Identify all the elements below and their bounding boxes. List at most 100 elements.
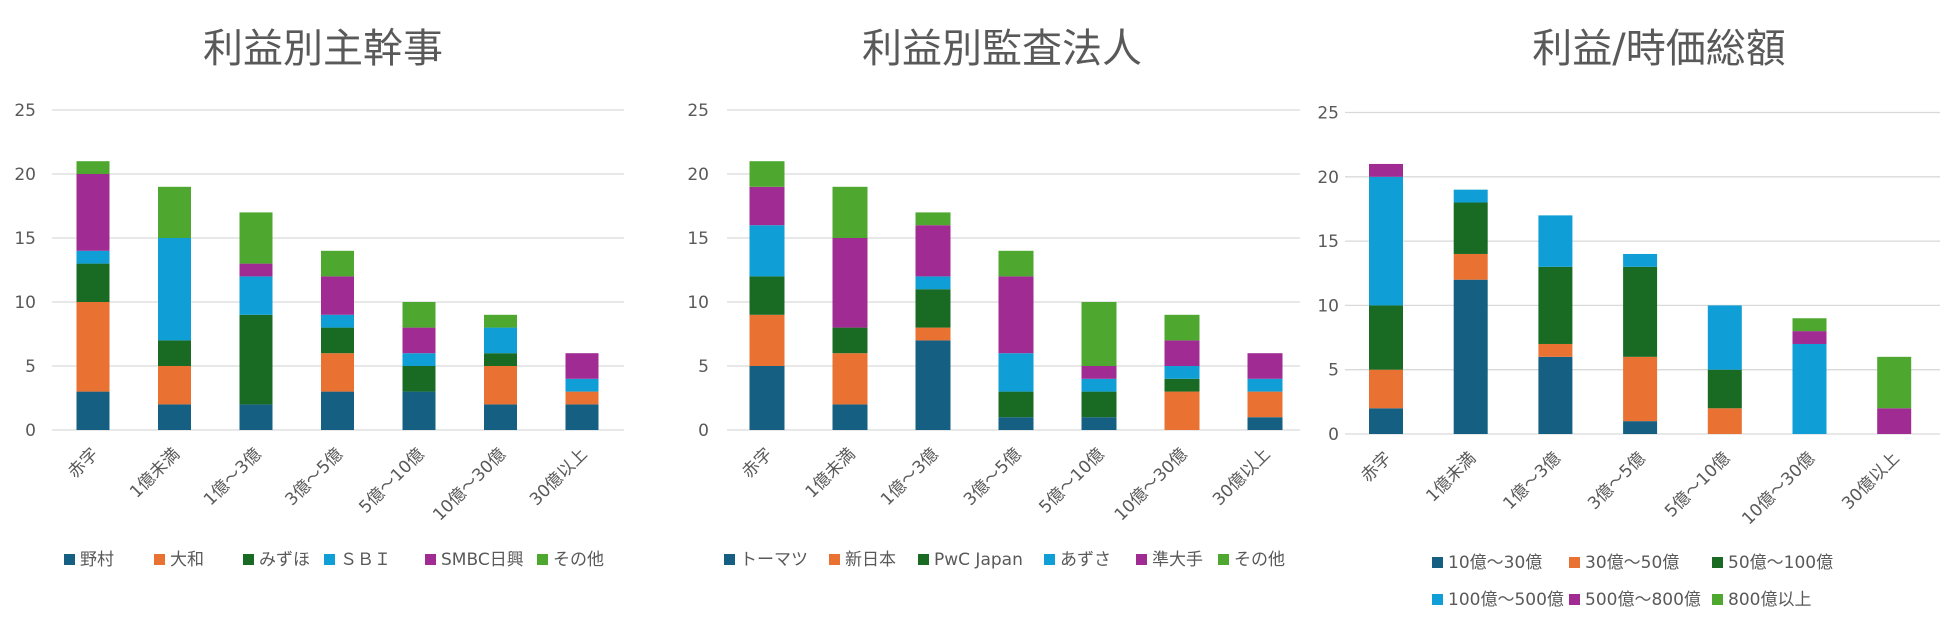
bar-segment — [239, 404, 273, 430]
legend-label: 野村 — [80, 550, 114, 570]
bar-segment — [76, 161, 110, 174]
bar-segment — [1081, 366, 1117, 379]
bar-segment — [749, 225, 785, 277]
y-tick-label: 5 — [1328, 361, 1339, 381]
bar-segment — [1623, 266, 1658, 357]
bar-segment — [321, 314, 354, 328]
chart-title: 利益別主幹事 — [203, 26, 443, 72]
bar-segment — [565, 404, 599, 430]
legend-label: あずさ — [1060, 550, 1111, 570]
bar-segment — [1081, 302, 1117, 366]
x-tick-label: 30億以上 — [1209, 444, 1275, 510]
bar-segment — [915, 289, 951, 328]
bar-segment — [484, 353, 517, 366]
legend-swatch — [1432, 594, 1443, 605]
legend-label: トーマツ — [740, 550, 808, 570]
bar-segment — [1164, 391, 1200, 430]
bar-segment — [1707, 369, 1742, 409]
legend-label: その他 — [1234, 550, 1285, 570]
x-tick-label: 10億～30億 — [1111, 444, 1192, 525]
bar-segment — [158, 340, 191, 366]
bar-segment — [239, 314, 273, 405]
legend-label: 新日本 — [845, 550, 896, 570]
legend-label: みずほ — [259, 550, 310, 570]
bar-segment — [1247, 353, 1283, 379]
bar-segment — [749, 186, 785, 226]
bar-segment — [565, 391, 599, 405]
y-tick-label: 25 — [1317, 104, 1339, 124]
bar-segment — [915, 340, 951, 430]
bar-segment — [321, 391, 354, 430]
legend-label: 800億以上 — [1728, 590, 1811, 610]
legend-label: ＳＢＩ — [340, 550, 391, 570]
bar-segment — [1369, 305, 1403, 370]
bar-segment — [1164, 340, 1200, 366]
bar-segment — [1707, 408, 1742, 434]
legend-swatch — [425, 554, 436, 565]
x-tick-label: 赤字 — [1357, 448, 1395, 486]
bar-segment — [1623, 356, 1658, 422]
y-tick-label: 5 — [698, 357, 709, 377]
bar-segment — [76, 174, 110, 251]
bar-segment — [1369, 369, 1403, 409]
x-tick-label: 5億～10億 — [1661, 448, 1734, 521]
x-tick-label: 10億～30億 — [429, 444, 510, 525]
legend-swatch — [1136, 554, 1147, 565]
bar-segment — [1538, 356, 1573, 434]
legend-swatch — [724, 554, 735, 565]
bar-segment — [1623, 253, 1658, 267]
bar-segment — [76, 263, 110, 302]
y-tick-label: 20 — [14, 165, 36, 185]
bar-segment — [749, 276, 785, 315]
legend-label: 準大手 — [1152, 550, 1203, 570]
y-tick-label: 25 — [14, 101, 36, 121]
legend-swatch — [1712, 594, 1723, 605]
bar-segment — [158, 366, 191, 405]
bar-segment — [1247, 391, 1283, 418]
legend-swatch — [918, 554, 929, 565]
bar-segment — [565, 353, 599, 379]
bar-segment — [158, 186, 191, 238]
legend-label: 大和 — [170, 550, 204, 570]
legend-swatch — [243, 554, 254, 565]
bar-segment — [1453, 253, 1488, 280]
bar-segment — [565, 378, 599, 392]
bar-segment — [1247, 378, 1283, 392]
bar-segment — [321, 327, 354, 354]
y-tick-label: 0 — [1328, 425, 1339, 445]
bar-segment — [1453, 279, 1488, 434]
x-tick-label: 赤字 — [64, 444, 102, 482]
legend-swatch — [154, 554, 165, 565]
chart-title: 利益/時価総額 — [1532, 26, 1785, 72]
x-tick-label: 3億～5億 — [282, 444, 348, 510]
bar-segment — [1538, 266, 1573, 344]
bar-segment — [76, 391, 110, 430]
bar-segment — [484, 327, 517, 354]
legend-label: 500億～800億 — [1585, 590, 1701, 610]
bar-segment — [832, 186, 868, 238]
bar-segment — [915, 212, 951, 226]
bar-segment — [402, 327, 436, 354]
bar-segment — [1369, 163, 1403, 177]
y-tick-label: 5 — [25, 357, 36, 377]
bar-segment — [1877, 356, 1912, 409]
bar-segment — [1792, 331, 1827, 344]
y-tick-label: 20 — [687, 165, 709, 185]
bar-segment — [1707, 305, 1742, 370]
x-tick-label: 5億～10億 — [1035, 444, 1108, 517]
chart-panel-1: 利益別主幹事 0 5 10 15 20 25 赤字 1億未満 1億～3億 3億～5億 5億～10億 10… — [14, 26, 624, 570]
bar-segment — [484, 404, 517, 430]
legend-swatch — [324, 554, 335, 565]
bar-segment — [1453, 189, 1488, 203]
bar-segment — [76, 250, 110, 264]
y-tick-label: 0 — [25, 421, 36, 441]
x-tick-label: 1億～3億 — [200, 444, 266, 510]
y-tick-label: 15 — [1317, 232, 1339, 252]
legend-swatch — [1569, 594, 1580, 605]
legend-swatch — [1569, 557, 1580, 568]
bar-segment — [402, 391, 436, 430]
bar-segment — [1164, 378, 1200, 392]
